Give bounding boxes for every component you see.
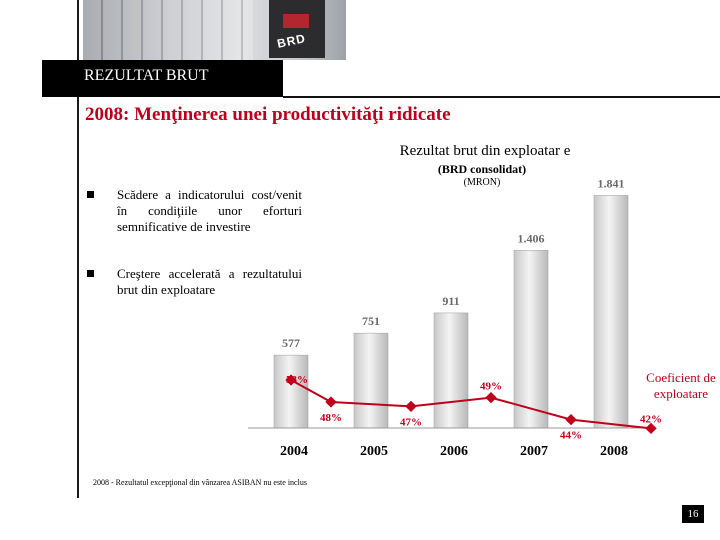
coefficient-point — [565, 413, 577, 426]
chart-subtitle: (BRD consolidat) — [437, 162, 527, 176]
coefficient-point — [325, 396, 337, 408]
footnote: 2008 - Rezultatul excepţional din vânzar… — [93, 478, 307, 487]
category-label: 2007 — [520, 444, 548, 459]
bar — [513, 250, 549, 429]
section-title: REZULTAT BRUT — [84, 67, 209, 84]
brd-logo-red-block — [283, 14, 309, 28]
category-label: 2006 — [440, 444, 468, 459]
category-label: 2008 — [600, 444, 628, 459]
bar-value-label: 1.406 — [518, 231, 545, 245]
brd-sign: BRD — [269, 0, 325, 58]
bar-value-label: 577 — [282, 336, 300, 350]
left-vertical-rule — [77, 0, 79, 498]
coefficient-label: 48% — [320, 412, 342, 424]
coefficient-point — [485, 391, 497, 404]
bar-value-label: 911 — [442, 294, 459, 308]
bar — [593, 195, 629, 429]
building-glass — [83, 0, 253, 60]
category-label: 2005 — [360, 444, 388, 459]
title-underline — [283, 96, 720, 98]
category-label: 2004 — [280, 444, 308, 459]
coefficient-label: 44% — [560, 430, 582, 442]
coefficient-legend-note: Coeficient de exploatare — [646, 370, 716, 401]
bullet-square-icon — [87, 191, 94, 198]
section-title-bar: REZULTAT BRUT — [42, 60, 283, 97]
coefficient-line — [290, 379, 652, 430]
coefficient-label: 49% — [480, 381, 502, 393]
page-number: 16 — [682, 505, 704, 523]
bar — [433, 312, 469, 429]
coefficient-point — [645, 422, 657, 435]
bullet-text: Creştere accelerată a rezultatului brut … — [117, 266, 302, 297]
coefficient-label: 47% — [400, 416, 422, 428]
bar — [353, 332, 389, 429]
header-photo: BRD — [83, 0, 346, 60]
bullet-item: Scădere a indicatorului cost/venit în co… — [87, 187, 302, 235]
bar-value-label: 751 — [362, 314, 380, 328]
coefficient-label: 42% — [640, 413, 662, 425]
slide-subtitle: 2008: Menţinerea unei productivităţi rid… — [85, 104, 451, 125]
coefficient-point — [405, 400, 417, 413]
bullet-square-icon — [87, 270, 94, 277]
coefficient-label: 53% — [286, 374, 308, 386]
bar — [273, 354, 309, 429]
chart-title: Rezultat brut din exploatar e — [399, 143, 571, 159]
bullet-item: Creştere accelerată a rezultatului brut … — [87, 266, 302, 298]
chart-unit: (MRON) — [463, 177, 501, 188]
bar-value-label: 1.841 — [598, 176, 625, 190]
bullet-text: Scădere a indicatorului cost/venit în co… — [117, 187, 302, 234]
coefficient-point — [285, 374, 297, 386]
